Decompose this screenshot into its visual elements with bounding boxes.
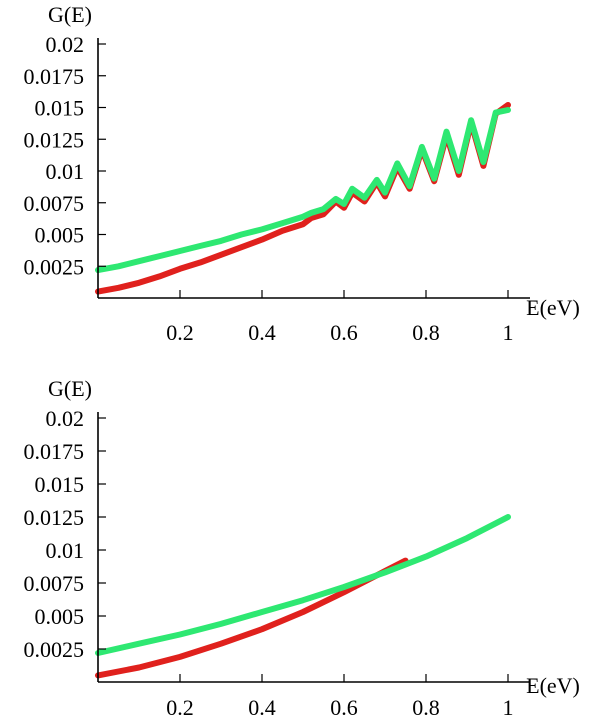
y-tick-label: 0.0025 [24, 637, 85, 662]
x-tick-label: 0.4 [248, 320, 276, 345]
x-tick-label: 0.2 [166, 320, 194, 345]
chart-panel-top: 0.0025 0.005 0.0075 0.01 0.0125 0.015 0.0175 0.… [24, 2, 580, 345]
series-line-green [95, 107, 511, 274]
x-tick-label: 1 [503, 695, 514, 720]
y-tick-label: 0.005 [35, 223, 85, 248]
x-tick-label: 0.2 [166, 695, 194, 720]
y-tick-label: 0.0175 [24, 439, 85, 464]
y-tick-label: 0.015 [35, 96, 85, 121]
y-tick-label: 0.0125 [24, 127, 85, 152]
x-axis-title: E(eV) [526, 295, 580, 320]
y-tick-label: 0.0075 [24, 191, 85, 216]
x-tick-label: 0.8 [412, 695, 440, 720]
x-tick-label: 0.6 [330, 695, 358, 720]
y-tick-label: 0.0125 [24, 505, 85, 530]
y-tick-label: 0.02 [46, 32, 85, 57]
x-tick-label: 1 [503, 320, 514, 345]
x-tick-label: 0.6 [330, 320, 358, 345]
series-line-green [95, 514, 511, 656]
x-tick-label: 0.8 [412, 320, 440, 345]
y-tick-label: 0.0175 [24, 64, 85, 89]
x-tick-label: 0.4 [248, 695, 276, 720]
y-axis-title: G(E) [48, 2, 92, 27]
y-tick-label: 0.015 [35, 472, 85, 497]
y-tick-label: 0.02 [46, 406, 85, 431]
x-axis-title: E(eV) [526, 673, 580, 698]
y-tick-label: 0.0025 [24, 254, 85, 279]
y-tick-label: 0.01 [46, 538, 85, 563]
y-tick-label: 0.01 [46, 159, 85, 184]
y-tick-label: 0.005 [35, 604, 85, 629]
y-axis-title: G(E) [48, 376, 92, 401]
chart-panel-bottom: 0.0025 0.005 0.0075 0.01 0.0125 0.015 0.0175 0.… [24, 376, 580, 720]
y-tick-label: 0.0075 [24, 571, 85, 596]
